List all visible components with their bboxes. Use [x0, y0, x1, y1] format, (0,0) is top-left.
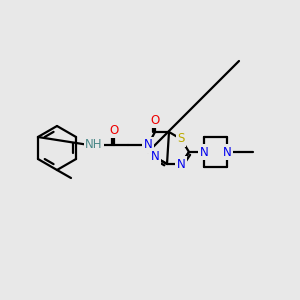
Text: N: N	[144, 139, 152, 152]
Text: O: O	[150, 113, 160, 127]
Text: N: N	[200, 146, 208, 158]
Text: O: O	[110, 124, 118, 136]
Text: S: S	[177, 133, 185, 146]
Text: NH: NH	[85, 139, 103, 152]
Text: N: N	[151, 151, 159, 164]
Text: N: N	[223, 146, 231, 158]
Text: N: N	[177, 158, 185, 170]
